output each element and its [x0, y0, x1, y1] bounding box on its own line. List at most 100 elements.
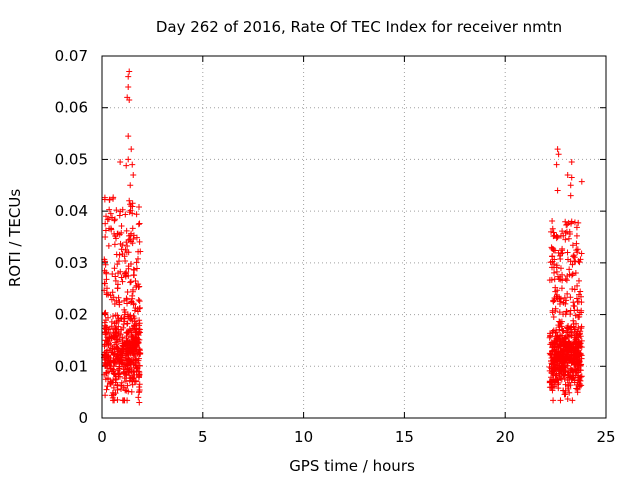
- evening-pass-point-613: [573, 367, 580, 374]
- evening-pass-point-647: [560, 342, 567, 349]
- evening-pass-point-631: [556, 370, 563, 377]
- morning-pass-point-492: [123, 227, 130, 234]
- morning-pass-outlier-8: [117, 159, 124, 166]
- morning-pass-point-202: [122, 211, 129, 218]
- morning-pass-point-271: [101, 280, 108, 287]
- evening-pass-point-471: [573, 320, 580, 327]
- morning-pass-outlier-12: [127, 182, 134, 189]
- morning-pass-point-618: [122, 309, 129, 316]
- morning-pass-point-339: [117, 208, 124, 215]
- morning-pass-outlier-4: [126, 96, 133, 103]
- morning-pass-point-474: [122, 257, 129, 264]
- morning-pass-point-424: [124, 242, 131, 249]
- morning-pass-point-570: [117, 316, 124, 323]
- morning-pass-point-459: [104, 383, 111, 390]
- evening-pass-point-454: [574, 307, 581, 314]
- evening-pass-point-551: [568, 329, 575, 336]
- morning-pass-outlier-6: [128, 146, 135, 153]
- evening-pass-point-388: [573, 385, 580, 392]
- morning-pass-point-133: [136, 220, 143, 227]
- morning-pass-point-563: [133, 356, 140, 363]
- evening-pass-point-609: [568, 355, 575, 362]
- morning-pass-point-118: [103, 291, 110, 298]
- morning-pass-point-199: [105, 242, 112, 249]
- morning-pass-point-561: [118, 357, 125, 364]
- morning-pass-point-391: [129, 210, 136, 217]
- morning-pass-point-507: [123, 239, 130, 246]
- evening-pass-outlier-6: [567, 182, 574, 189]
- morning-pass-point-548: [126, 315, 133, 322]
- morning-pass-point-165: [112, 273, 119, 280]
- evening-pass-point-628: [574, 372, 581, 379]
- morning-pass-point-585: [106, 196, 113, 203]
- morning-pass-point-442: [119, 242, 126, 249]
- morning-pass-point-547: [102, 324, 109, 331]
- morning-pass-point-608: [115, 373, 122, 380]
- evening-pass-point-363: [562, 275, 569, 282]
- morning-pass-point-628: [102, 337, 109, 344]
- evening-pass-point-365: [562, 381, 569, 388]
- evening-pass-point-317: [549, 218, 556, 225]
- evening-pass-point-390: [573, 232, 580, 239]
- morning-pass-point-330: [111, 320, 118, 327]
- y-tick-label-0: 0: [78, 409, 88, 427]
- morning-pass-point-557: [130, 361, 137, 368]
- morning-pass-point-102: [126, 372, 133, 379]
- evening-pass-point-625: [567, 307, 574, 314]
- morning-pass-point-534: [103, 276, 110, 283]
- evening-pass-point-515: [574, 249, 581, 256]
- evening-pass-point-480: [568, 376, 575, 383]
- morning-pass-point-298: [118, 246, 125, 253]
- morning-pass-point-158: [115, 294, 122, 301]
- morning-pass-point-627: [114, 345, 121, 352]
- morning-pass-point-304: [116, 251, 123, 258]
- morning-pass-point-610: [137, 350, 144, 357]
- evening-pass-point-619: [554, 377, 561, 384]
- morning-pass-point-480: [104, 347, 111, 354]
- evening-pass-point-151: [578, 307, 585, 314]
- morning-pass-point-550: [103, 386, 110, 393]
- morning-pass-outlier-9: [129, 161, 136, 168]
- morning-pass-point-574: [103, 285, 110, 292]
- morning-pass-point-569: [126, 325, 133, 332]
- morning-pass-outlier-1: [125, 73, 132, 80]
- morning-pass-point-588: [129, 200, 136, 207]
- morning-pass-point-119: [135, 203, 142, 210]
- evening-pass-point-597: [558, 353, 565, 360]
- evening-pass-point-375: [551, 256, 558, 263]
- evening-pass-point-555: [577, 288, 584, 295]
- evening-pass-point-158: [557, 397, 564, 404]
- evening-pass-point-606: [568, 349, 575, 356]
- evening-pass-outlier-0: [554, 146, 561, 153]
- morning-pass-point-169: [102, 220, 109, 227]
- evening-pass-point-231: [550, 229, 557, 236]
- evening-pass-point-180: [576, 259, 583, 266]
- evening-pass-point-646: [552, 357, 559, 364]
- morning-pass-point-288: [121, 297, 128, 304]
- evening-pass-point-400: [556, 309, 563, 316]
- morning-pass-point-615: [117, 349, 124, 356]
- morning-pass-point-494: [104, 216, 111, 223]
- evening-pass-point-519: [552, 364, 559, 371]
- evening-pass-point-493: [573, 224, 580, 231]
- evening-pass-point-424: [573, 295, 580, 302]
- morning-pass-point-448: [121, 368, 128, 375]
- morning-pass-point-641: [135, 339, 142, 346]
- evening-pass-point-639: [547, 259, 554, 266]
- evening-pass-point-602: [552, 247, 559, 254]
- evening-pass-outlier-2: [568, 159, 575, 166]
- morning-pass-point-485: [116, 301, 123, 308]
- evening-pass-point-153: [559, 277, 566, 284]
- morning-pass-point-350: [130, 266, 137, 273]
- evening-pass-point-592: [561, 375, 568, 382]
- evening-pass-point-518: [574, 377, 581, 384]
- evening-pass-outlier-3: [553, 161, 560, 168]
- evening-pass-point-547: [555, 365, 562, 372]
- morning-pass-point-578: [115, 270, 122, 277]
- morning-pass-point-274: [110, 294, 117, 301]
- morning-pass-point-633: [124, 362, 131, 369]
- evening-pass-point-634: [551, 344, 558, 351]
- morning-pass-point-435: [134, 255, 141, 262]
- morning-pass-point-597: [112, 277, 119, 284]
- plot-frame: [101, 55, 607, 419]
